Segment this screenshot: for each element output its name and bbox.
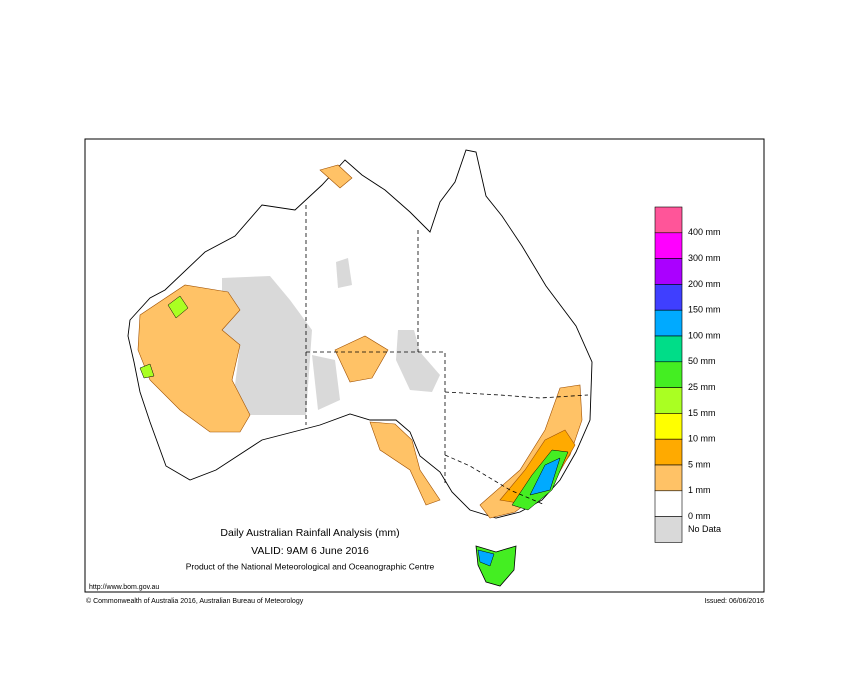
- legend-label: 25 mm: [688, 382, 716, 392]
- rain-15-25: [167, 295, 189, 319]
- issued-date: Issued: 06/06/2016: [704, 598, 764, 605]
- rain-15-25: [139, 363, 155, 379]
- legend-swatch: [654, 387, 683, 414]
- legend-swatch: [654, 516, 683, 543]
- legend-swatch: [654, 258, 683, 285]
- legend-label: 0 mm: [688, 511, 711, 521]
- legend-label: 100 mm: [688, 330, 721, 340]
- rain-50-100: [477, 549, 495, 567]
- australia-map: [127, 149, 593, 587]
- grey-no-data: [222, 276, 312, 415]
- grey-no-data: [312, 355, 340, 410]
- valid-time: VALID: 9AM 6 June 2016: [251, 545, 369, 557]
- legend-swatch: [654, 361, 683, 388]
- copyright: © Commonwealth of Australia 2016, Austra…: [86, 597, 304, 605]
- legend-label: 15 mm: [688, 408, 716, 418]
- rain-1-5: [319, 164, 353, 189]
- rain-1-5: [137, 284, 251, 433]
- legend-swatch: [654, 232, 683, 259]
- legend-swatch: [654, 490, 683, 517]
- legend-swatch: [654, 284, 683, 311]
- legend-label: 10 mm: [688, 434, 716, 444]
- rain-1-5: [334, 335, 389, 383]
- legend-label: 400 mm: [688, 227, 721, 237]
- legend-label: 50 mm: [688, 356, 716, 366]
- state-border: [444, 454, 546, 506]
- legend-swatch: [654, 335, 683, 363]
- legend-label: 200 mm: [688, 279, 721, 289]
- legend-label: 1 mm: [688, 485, 711, 495]
- legend: 400 mm 300 mm 200 mm 150 mm 100 mm 50 mm 25 mm…: [654, 206, 721, 543]
- legend-swatch: [654, 413, 683, 440]
- state-border: [306, 351, 446, 485]
- legend-swatch: [654, 309, 683, 337]
- rain-1-5: [369, 421, 441, 506]
- product-line: Product of the National Meteorological a…: [186, 561, 435, 571]
- legend-label: 150 mm: [688, 305, 721, 315]
- rain-1-5: [479, 384, 583, 519]
- legend-swatch: [654, 206, 683, 234]
- legend-label: No Data: [688, 524, 721, 534]
- legend-label: 300 mm: [688, 253, 721, 263]
- map-title: Daily Australian Rainfall Analysis (mm): [220, 527, 399, 539]
- legend-swatch: [654, 438, 683, 466]
- url: http://www.bom.gov.au: [89, 584, 159, 591]
- legend-swatch: [654, 464, 683, 492]
- state-border: [444, 391, 589, 399]
- grey-no-data: [336, 258, 352, 288]
- grey-no-data: [396, 330, 440, 392]
- rain-50-100: [529, 457, 561, 496]
- legend-label: 5 mm: [688, 459, 711, 469]
